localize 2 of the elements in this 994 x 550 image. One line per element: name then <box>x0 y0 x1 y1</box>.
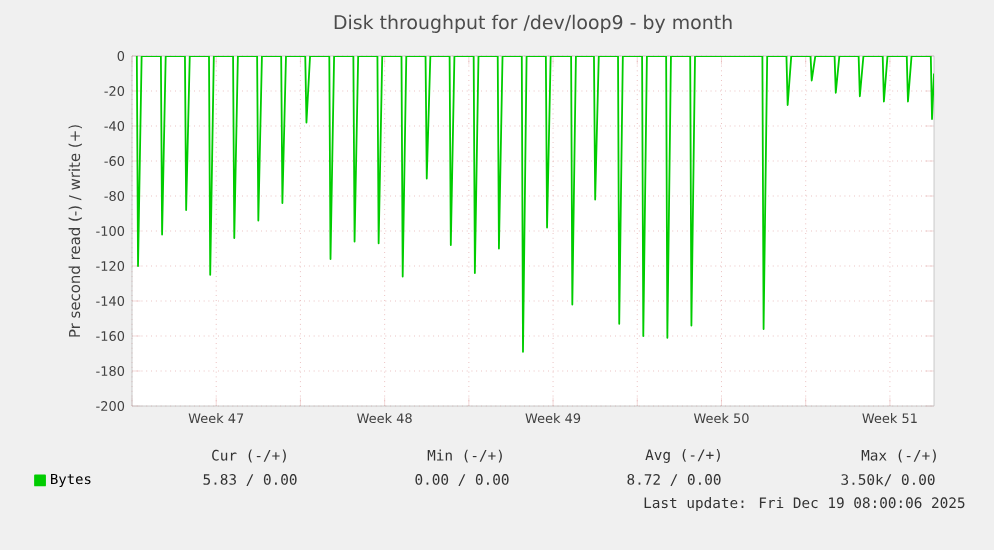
line-series <box>135 55 935 353</box>
chart-title: Disk throughput for /dev/loop9 - by month <box>334 14 732 33</box>
